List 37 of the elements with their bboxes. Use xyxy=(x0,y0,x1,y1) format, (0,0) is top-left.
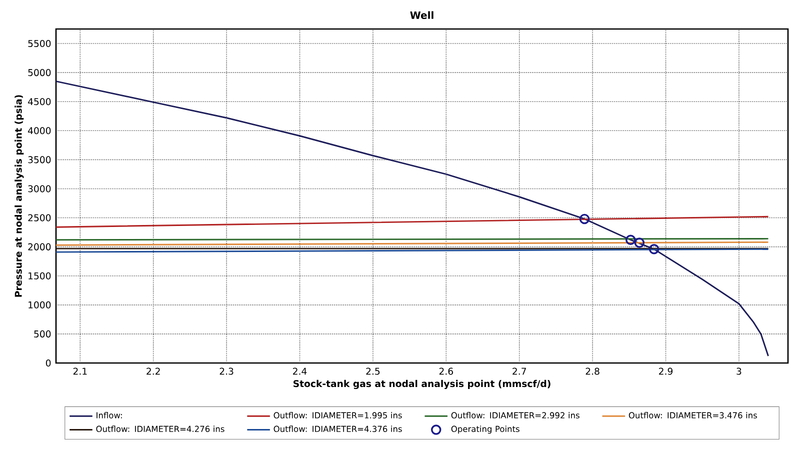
y-tick-label: 5500 xyxy=(28,40,51,48)
chart-title: Well xyxy=(410,11,434,19)
x-tick-label: 2.4 xyxy=(293,368,307,375)
x-tick-label: 2.7 xyxy=(512,368,526,375)
x-tick-label: 2.3 xyxy=(220,368,234,375)
x-tick-label: 2.5 xyxy=(366,368,380,375)
x-tick-label: 2.1 xyxy=(73,368,87,375)
x-tick-label: 2.6 xyxy=(439,368,453,375)
legend-label: Outflow: IDIAMETER=3.476 ins xyxy=(628,412,757,418)
x-tick-label: 2.2 xyxy=(146,368,160,375)
legend-label: Outflow: IDIAMETER=4.376 ins xyxy=(274,426,402,432)
point xyxy=(648,244,660,254)
y-tick-label: 2000 xyxy=(28,243,51,250)
y-tick-label: 3000 xyxy=(28,185,51,192)
y-tick-label: 5000 xyxy=(28,69,51,76)
legend-label: Outflow: IDIAMETER=4.276 ins xyxy=(96,426,224,432)
y-tick-label: 1000 xyxy=(28,301,51,308)
y-tick-label: 4500 xyxy=(28,98,51,106)
legend-label: Inflow: xyxy=(96,412,122,418)
y-tick-label: 3500 xyxy=(28,156,51,164)
legend-label: Outflow: IDIAMETER=2.992 ins xyxy=(451,412,580,418)
y-tick-label: 4000 xyxy=(28,127,51,134)
line-series xyxy=(56,80,769,357)
point xyxy=(634,238,645,248)
legend-label: Outflow: IDIAMETER=1.995 ins xyxy=(274,412,402,418)
y-tick-label: 0 xyxy=(46,359,51,367)
y-axis-title: Pressure at nodal analysis point (psia) xyxy=(14,95,24,297)
point xyxy=(625,234,636,245)
x-tick-label: 2.9 xyxy=(659,368,673,375)
x-axis-title: Stock-tank gas at nodal analysis point (mmscf/d) xyxy=(294,380,550,390)
x-tick-label: 2.8 xyxy=(586,368,600,375)
x-tick-label: 3 xyxy=(736,368,742,375)
y-tick-label: 500 xyxy=(34,330,51,338)
point xyxy=(579,214,590,224)
y-tick-label: 1500 xyxy=(28,272,51,280)
legend-label: Operating Points xyxy=(451,426,520,434)
y-tick-label: 2500 xyxy=(28,214,51,222)
